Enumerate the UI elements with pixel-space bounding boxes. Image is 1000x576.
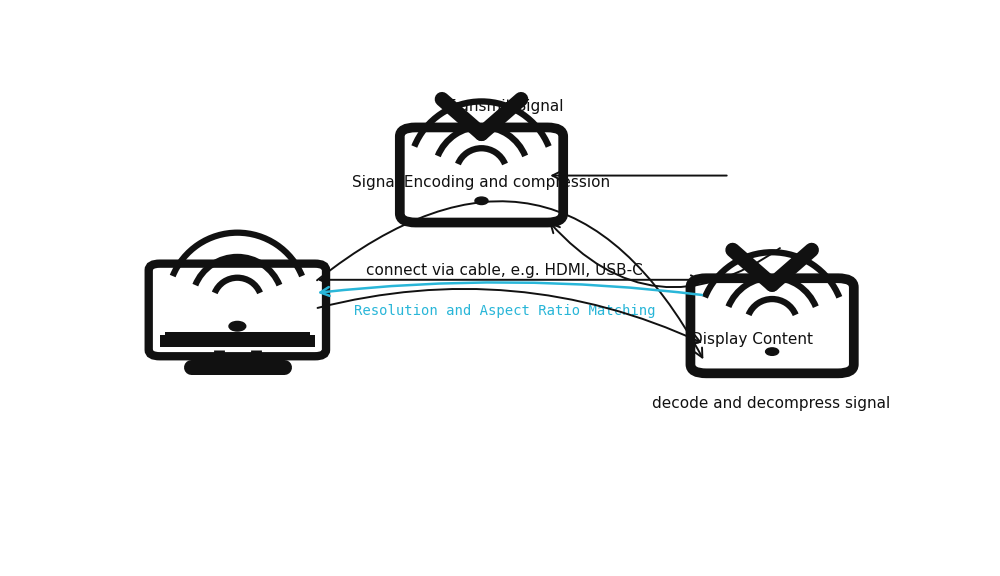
FancyBboxPatch shape [690, 278, 854, 373]
Circle shape [475, 197, 488, 204]
Text: connect via cable, e.g. HDMI, USB-C: connect via cable, e.g. HDMI, USB-C [366, 263, 643, 278]
Bar [160, 335, 315, 347]
FancyArrowPatch shape [318, 289, 700, 342]
FancyArrowPatch shape [317, 201, 702, 358]
FancyArrowPatch shape [320, 282, 702, 296]
Circle shape [766, 348, 779, 355]
Text: Display Content: Display Content [691, 332, 813, 347]
Text: Transmit Signal: Transmit Signal [446, 99, 564, 114]
Text: decode and decompress signal: decode and decompress signal [652, 396, 890, 411]
FancyBboxPatch shape [400, 127, 563, 222]
Bar [165, 332, 310, 335]
FancyArrowPatch shape [552, 171, 727, 180]
FancyBboxPatch shape [149, 264, 326, 356]
FancyArrowPatch shape [320, 275, 700, 284]
Text: Signal Encoding and compression: Signal Encoding and compression [352, 175, 611, 190]
Circle shape [229, 321, 246, 331]
FancyArrowPatch shape [551, 223, 780, 287]
Text: Resolution and Aspect Ratio Matching: Resolution and Aspect Ratio Matching [354, 304, 656, 318]
